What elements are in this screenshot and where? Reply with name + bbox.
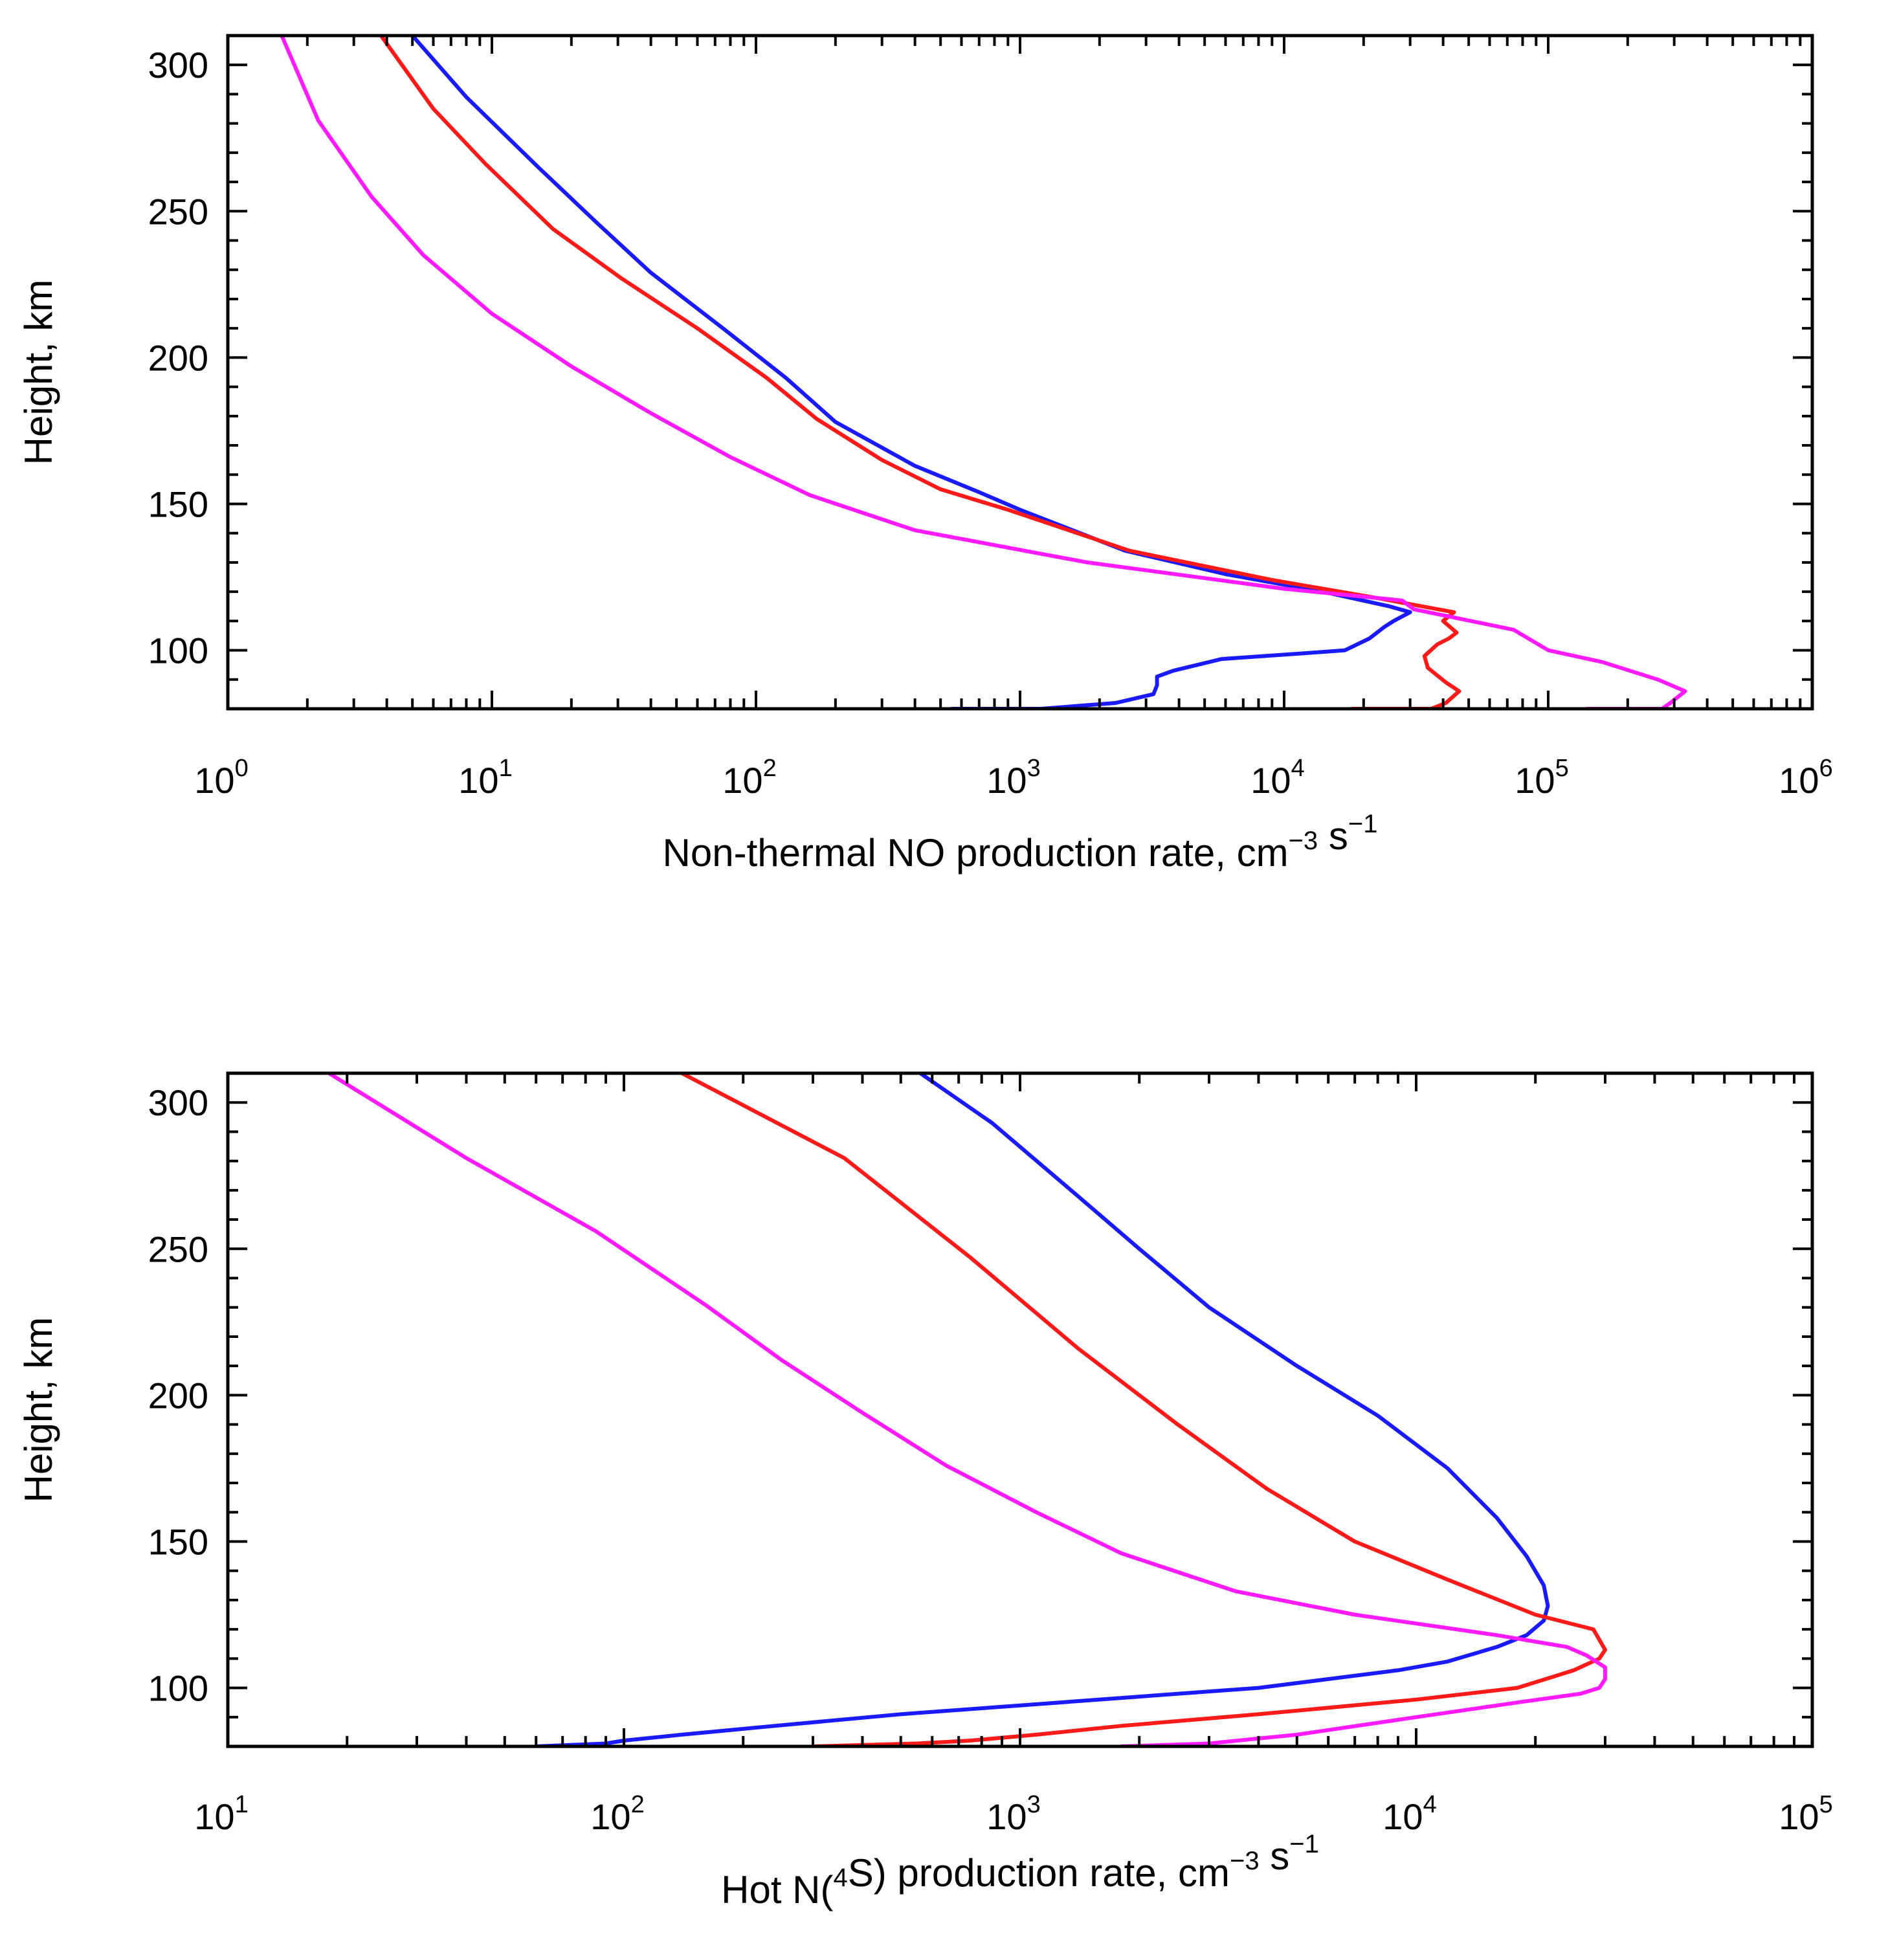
bottom-panel-hot-n-production: 101 102 103 104 105 100 150 200 250 300 Height, km… [17, 1071, 1833, 1911]
y-tick-label: 150 [148, 484, 208, 524]
series-line-red [379, 36, 1461, 709]
series-line-red [680, 1073, 1607, 1746]
plot-frame [226, 34, 1814, 711]
y-tick-label: 300 [148, 1082, 208, 1123]
series-line-blue [410, 36, 1412, 709]
y-axis-title: Height, km [17, 280, 60, 465]
series-line-blue [534, 1073, 1550, 1746]
y-tick-label: 250 [148, 191, 208, 232]
plot-frame [226, 1071, 1814, 1748]
top-panel-no-production: 100 101 102 103 104 105 106 100 150 200 250 300 Heig… [17, 34, 1833, 874]
x-tick-label: 104 [1383, 1791, 1436, 1837]
y-tick-label: 100 [148, 1668, 208, 1709]
x-tick-label: 103 [986, 755, 1040, 801]
x-tick-label: 103 [986, 1791, 1040, 1837]
y-tick-label: 300 [148, 45, 208, 85]
x-tick-label: 102 [590, 1791, 644, 1837]
y-axis-title: Height, km [17, 1317, 60, 1503]
x-tick-label: 105 [1779, 1791, 1832, 1837]
series-line-magenta [327, 1073, 1607, 1746]
x-tick-label: 102 [722, 755, 776, 801]
y-tick-label: 100 [148, 630, 208, 671]
y-tick-label: 200 [148, 337, 208, 378]
x-tick-label: 101 [458, 755, 512, 801]
y-tick-label: 150 [148, 1521, 208, 1562]
x-axis-title: Non-thermal NO production rate, cm−3 s−1 [663, 810, 1378, 874]
series-line-magenta [280, 36, 1687, 709]
y-tick-label: 250 [148, 1229, 208, 1269]
y-tick-label: 200 [148, 1375, 208, 1416]
x-tick-label: 100 [194, 755, 248, 801]
x-axis-title: Hot N(4S) production rate, cm−3 s−1 [721, 1830, 1319, 1911]
x-tick-label: 105 [1515, 755, 1568, 801]
x-tick-label: 106 [1779, 755, 1832, 801]
x-tick-label: 101 [194, 1791, 248, 1837]
x-tick-label: 104 [1250, 755, 1304, 801]
